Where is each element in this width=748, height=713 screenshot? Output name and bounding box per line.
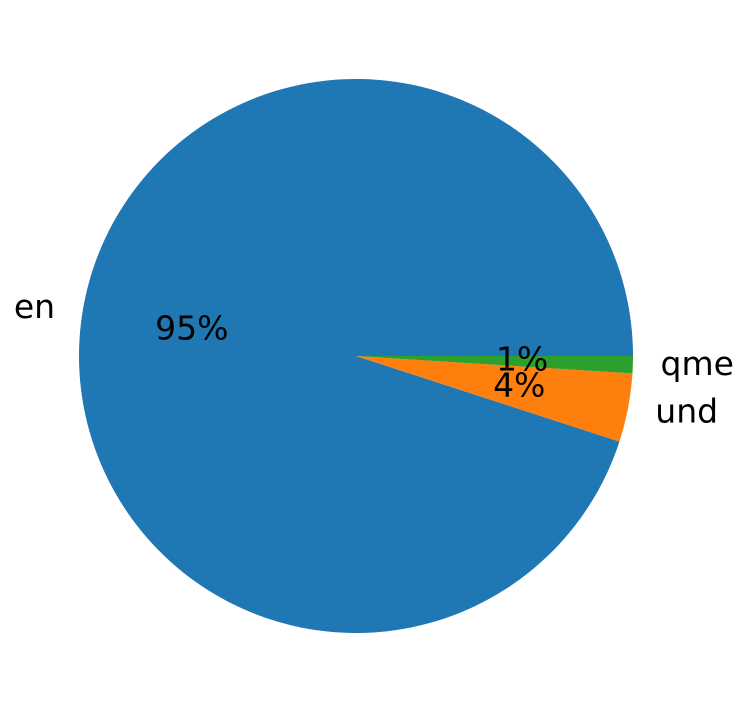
percent-label: 1% bbox=[496, 340, 548, 379]
pie-slice bbox=[356, 356, 633, 374]
percent-label: 4% bbox=[493, 366, 545, 405]
percent-label: 95% bbox=[155, 309, 228, 348]
slice-label: qme bbox=[661, 344, 734, 383]
slice-label: en bbox=[14, 287, 55, 326]
pie-slice bbox=[356, 356, 633, 442]
pie-slice bbox=[78, 78, 633, 633]
slice-label: und bbox=[655, 392, 718, 431]
